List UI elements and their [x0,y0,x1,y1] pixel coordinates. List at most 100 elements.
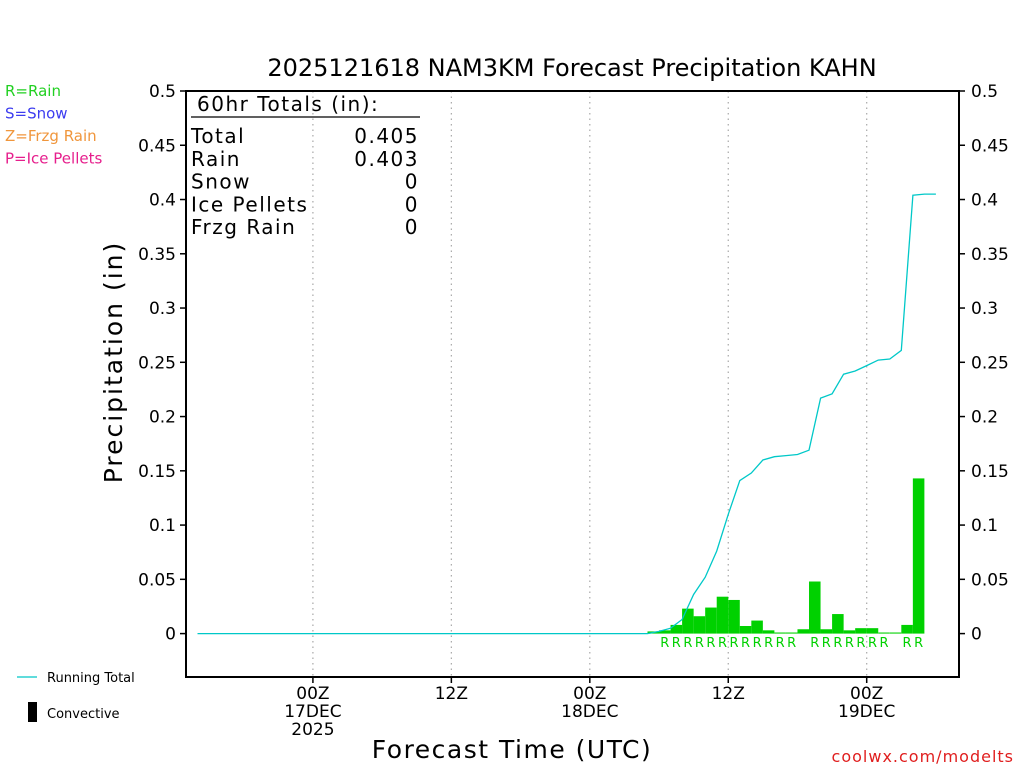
rain-bar [751,620,763,634]
y-tick-label: 0.15 [138,462,176,482]
ptype-marker: R [879,636,888,651]
x-tick-label: 12Z [435,684,468,704]
rain-bar [739,625,752,634]
totals-row-label: Rain [191,147,241,171]
x-tick-label: 2025 [291,720,334,740]
y-tick-label: 0.05 [138,570,176,590]
y-tick-label: 0.25 [138,353,176,373]
rain-bar [809,581,821,634]
ptype-marker: R [776,636,785,651]
ptype-marker: R [706,636,715,651]
credit-link[interactable]: coolwx.com/modelts [832,747,1014,766]
rain-bar [843,630,856,634]
ptype-marker: R [718,636,727,651]
ptype-marker: R [856,636,865,651]
ptype-legend-item: Z=Frzg Rain [5,127,97,145]
y-axis-label: Precipitation (in) [99,241,128,484]
ptype-marker: R [845,636,854,651]
y-tick-label: 0.15 [971,462,1009,482]
x-tick-label: 00Z [573,684,606,704]
y-tick-label: 0 [165,625,176,645]
ptype-marker: R [741,636,750,651]
rain-bar [889,632,902,634]
rain-bar [728,599,740,634]
rain-bar [762,630,775,634]
totals-row-value: 0.403 [354,147,419,171]
y-tick-label: 0.3 [149,299,176,319]
y-tick-label: 0.1 [149,516,176,536]
ptype-legend: R=Rain S=Snow Z=Frzg Rain P=Ice Pellets [5,82,102,168]
ptype-legend-item: R=Rain [5,82,61,100]
totals-title: 60hr Totals (in): [197,92,379,116]
y-tick-label: 0.35 [971,245,1009,265]
y-tick-label: 0.35 [138,245,176,265]
x-tick-label: 00Z [296,684,329,704]
totals-row-label: Total [190,124,245,148]
rain-bar [866,628,879,634]
chart-title: 2025121618 NAM3KM Forecast Precipitation… [267,54,876,82]
rain-bar [774,632,786,634]
totals-box: 60hr Totals (in): Total 0.405 Rain 0.403 Snow… [190,92,420,239]
rain-bar [820,629,833,634]
y-axis-left: 0 0.05 0.1 0.15 0.2 0.25 0.3 0.35 0.4 0.45 0.5 [138,82,186,645]
ptype-marker: R [683,636,692,651]
rain-bar [912,478,925,634]
totals-row-label: Ice Pellets [191,192,308,216]
y-tick-label: 0.5 [971,82,998,102]
rain-bar [855,628,867,634]
rain-bar [705,607,717,634]
totals-row-value: 0 [405,170,419,194]
ptype-marker: R [914,636,923,651]
y-tick-label: 0.2 [971,408,998,428]
totals-row-value: 0 [405,192,419,216]
rain-bar [832,614,844,634]
x-axis-label: Forecast Time (UTC) [372,735,652,764]
y-tick-label: 0.25 [971,353,1009,373]
totals-row-value: 0 [405,215,419,239]
ptype-legend-item: S=Snow [5,105,68,123]
ptype-marker: R [672,636,681,651]
y-tick-label: 0.2 [149,408,176,428]
y-tick-label: 0.5 [149,82,176,102]
totals-row-label: Snow [191,170,251,194]
running-total-line [197,193,936,635]
x-tick-label: 17DEC [284,702,341,722]
ptype-marker: R [787,636,796,651]
x-tick-label: 12Z [712,684,745,704]
ptype-marker: R [868,636,877,651]
rain-bar [659,630,671,634]
rain-bars [647,478,925,634]
rain-bar [693,616,706,634]
ptype-legend-item: P=Ice Pellets [5,150,102,168]
rain-bar [670,624,683,634]
ptype-marker: R [903,636,912,651]
y-tick-label: 0.45 [971,136,1009,156]
y-tick-label: 0.3 [971,299,998,319]
convective-legend-swatch [28,702,37,722]
rain-bar [716,596,729,634]
ptype-marker: R [753,636,762,651]
totals-row-label: Frzg Rain [191,215,296,239]
x-tick-label: 18DEC [561,702,618,722]
vertical-gridlines [312,91,868,677]
y-tick-label: 0.4 [149,191,176,211]
ptype-marker: R [833,636,842,651]
y-axis-right: 0 0.05 0.1 0.15 0.2 0.25 0.3 0.35 0.4 0.45 0.5 [959,82,1009,645]
y-tick-label: 0 [971,625,982,645]
convective-legend-label: Convective [47,707,120,722]
y-tick-label: 0.1 [971,516,998,536]
ptype-marker: R [822,636,831,651]
ptype-marker: R [660,636,669,651]
ptype-marker: R [695,636,704,651]
y-tick-label: 0.45 [138,136,176,156]
ptype-marker: R [729,636,738,651]
ptype-marker: R [810,636,819,651]
y-tick-label: 0.05 [971,570,1009,590]
ptype-marker: R [764,636,773,651]
rain-bar [901,624,913,634]
series-legend: Running Total Convective [17,671,135,722]
plot-frame [185,90,960,678]
